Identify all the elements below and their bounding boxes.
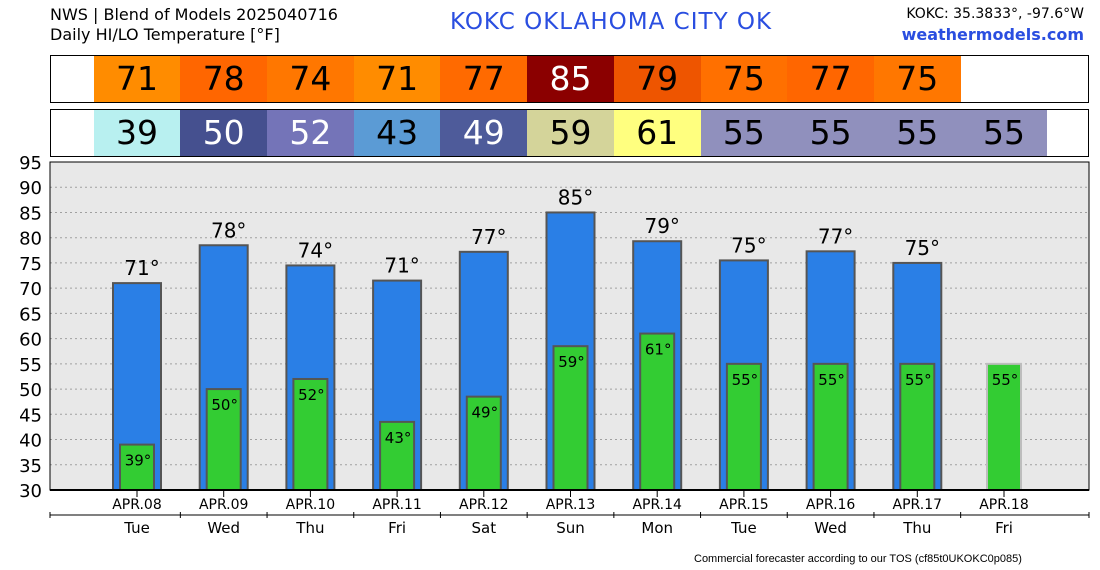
y-tick-label: 65 <box>19 304 42 325</box>
high-bar-label: 78° <box>211 218 246 242</box>
low-temp-cell: 52 <box>267 110 354 156</box>
low-temp-cell: 55 <box>960 110 1048 156</box>
high-temp-cell: 74 <box>267 56 354 102</box>
x-day-label: Thu <box>902 519 931 537</box>
station-name: KOKC OKLAHOMA CITY OK <box>450 9 773 35</box>
x-tick-label: APR.14 <box>632 497 682 513</box>
low-bar <box>899 362 936 492</box>
high-bar-label: 75° <box>731 233 766 257</box>
y-tick-label: 55 <box>19 355 42 376</box>
y-tick-label: 95 <box>19 153 42 174</box>
low-temp-cell: 61 <box>613 110 701 156</box>
low-bar-label: 55° <box>992 371 1019 389</box>
high-temp-cell: 79 <box>613 56 701 102</box>
y-tick-label: 90 <box>19 178 42 199</box>
low-bar <box>725 362 762 492</box>
low-temp-cell: 50 <box>180 110 268 156</box>
x-day-label: Fri <box>388 519 406 537</box>
low-bar-label: 50° <box>211 396 238 414</box>
x-day-label: Thu <box>295 519 324 537</box>
high-temp-cell: 78 <box>180 56 268 102</box>
high-bar-label: 71° <box>384 254 419 278</box>
low-bar-label: 39° <box>125 452 152 470</box>
x-tick-label: APR.17 <box>893 497 943 513</box>
y-tick-label: 70 <box>19 279 42 300</box>
x-day-label: Fri <box>995 519 1013 537</box>
high-temp-cell: 71 <box>353 56 441 102</box>
high-temp-cell: 71 <box>93 56 181 102</box>
x-day-label: Sun <box>556 519 585 537</box>
chart-title: Daily HI/LO Temperature [°F] <box>50 25 280 44</box>
footer-note: Commercial forecaster according to our T… <box>694 553 1022 565</box>
low-temp-cell: 55 <box>700 110 788 156</box>
y-tick-label: 80 <box>19 229 42 250</box>
low-bar <box>465 395 502 491</box>
low-bar <box>986 362 1022 492</box>
low-bar <box>119 443 155 492</box>
x-day-label: Mon <box>641 519 673 537</box>
high-bar-label: 71° <box>124 256 159 280</box>
low-bar-label: 61° <box>645 341 672 359</box>
low-temperature-strip: 39 50 52 43 49 59 61 55 55 55 55 <box>50 109 1089 157</box>
x-day-label: Tue <box>730 519 757 537</box>
model-title: NWS | Blend of Models 2025040716 <box>50 5 338 24</box>
y-tick-label: 35 <box>19 456 42 477</box>
low-bar-label: 55° <box>905 371 932 389</box>
low-temp-cell: 59 <box>527 110 614 156</box>
low-temp-cell: 43 <box>353 110 441 156</box>
low-temp-cell: 49 <box>440 110 528 156</box>
y-tick-label: 30 <box>19 481 42 502</box>
low-bar-label: 55° <box>732 371 759 389</box>
x-day-label: Wed <box>814 519 847 537</box>
high-temp-cell: 85 <box>527 56 614 102</box>
y-tick-label: 75 <box>19 254 42 275</box>
low-bar <box>812 362 849 492</box>
x-tick-label: APR.10 <box>286 497 336 513</box>
x-tick-label: APR.09 <box>199 497 249 513</box>
high-bar-label: 79° <box>644 214 679 238</box>
high-bar-label: 74° <box>298 238 333 262</box>
high-bar-label: 75° <box>905 236 940 260</box>
low-bar-label: 59° <box>558 353 585 371</box>
x-tick-label: APR.18 <box>979 497 1029 513</box>
website-link[interactable]: weathermodels.com <box>901 25 1084 44</box>
low-bar-label: 52° <box>298 386 325 404</box>
x-tick-label: APR.16 <box>806 497 856 513</box>
low-temp-cell: 55 <box>873 110 961 156</box>
high-temp-cell: 77 <box>787 56 874 102</box>
x-day-label: Tue <box>123 519 150 537</box>
station-coordinates: KOKC: 35.3833°, -97.6°W <box>906 6 1084 22</box>
high-temp-cell: 75 <box>873 56 961 102</box>
x-day-label: Wed <box>207 519 240 537</box>
low-bar <box>292 377 329 491</box>
x-tick-label: APR.15 <box>719 497 769 513</box>
x-tick-label: APR.13 <box>546 497 596 513</box>
x-tick-label: APR.08 <box>112 497 162 513</box>
low-bar <box>552 345 589 491</box>
y-tick-label: 60 <box>19 330 42 351</box>
x-day-label: Sat <box>471 519 496 537</box>
high-temp-cell: 77 <box>440 56 528 102</box>
low-temp-cell: 39 <box>93 110 181 156</box>
low-bar <box>639 332 676 492</box>
y-tick-label: 85 <box>19 203 42 224</box>
low-bar-label: 49° <box>472 404 499 422</box>
low-temp-cell: 55 <box>787 110 874 156</box>
high-bar-label: 77° <box>471 225 506 249</box>
high-bar-label: 77° <box>818 224 853 248</box>
high-temperature-strip: 71 78 74 71 77 85 79 75 77 75 <box>50 55 1089 103</box>
x-tick-label: APR.11 <box>372 497 422 513</box>
low-bar-label: 55° <box>818 371 845 389</box>
low-bar-label: 43° <box>385 429 412 447</box>
high-temp-cell: 75 <box>700 56 788 102</box>
x-tick-label: APR.12 <box>459 497 509 513</box>
high-bar-label: 85° <box>558 185 593 209</box>
y-tick-label: 45 <box>19 405 42 426</box>
y-tick-label: 50 <box>19 380 42 401</box>
y-tick-label: 40 <box>19 431 42 452</box>
